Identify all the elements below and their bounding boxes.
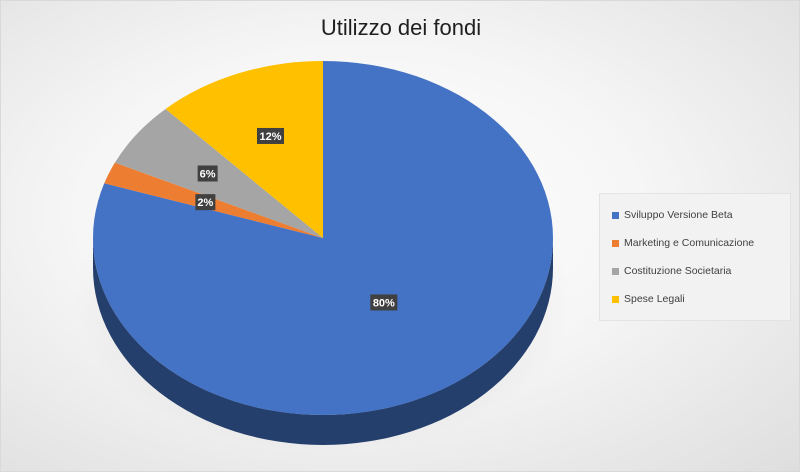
chart-title: Utilizzo dei fondi	[320, 15, 482, 40]
pie-slice	[114, 108, 324, 238]
legend-item: Sviluppo Versione Beta	[612, 208, 733, 222]
legend-item: Costituzione Societaria	[612, 264, 731, 278]
data-label: 12%	[259, 131, 281, 143]
legend-label: Costituzione Societaria	[624, 265, 732, 277]
legend-swatch	[612, 267, 619, 275]
data-label-box	[370, 294, 398, 311]
legend-swatch	[612, 239, 619, 247]
legend-label: Marketing e Comunicazione	[624, 237, 755, 249]
data-label-box	[257, 127, 285, 144]
data-label-box	[195, 194, 216, 211]
pie-sides	[93, 238, 553, 445]
legend-swatch	[612, 295, 619, 303]
pie-data-labels: 80% 2% 6% 12%	[195, 127, 398, 311]
pie-slice-side	[93, 238, 553, 445]
legend: Sviluppo Versione Beta Marketing e Comun…	[599, 193, 791, 321]
legend-item: Marketing e Comunicazione	[612, 236, 754, 250]
legend-label: Spese Legali	[624, 293, 685, 305]
legend-label: Sviluppo Versione Beta	[624, 209, 733, 221]
data-label: 80%	[373, 297, 395, 309]
data-label-box	[197, 165, 218, 182]
pie-slice	[165, 61, 323, 238]
legend-swatch	[612, 211, 619, 219]
data-label: 6%	[200, 168, 216, 180]
legend-item: Spese Legali	[612, 292, 685, 306]
pie-slices	[92, 61, 553, 415]
data-label: 2%	[197, 197, 213, 209]
